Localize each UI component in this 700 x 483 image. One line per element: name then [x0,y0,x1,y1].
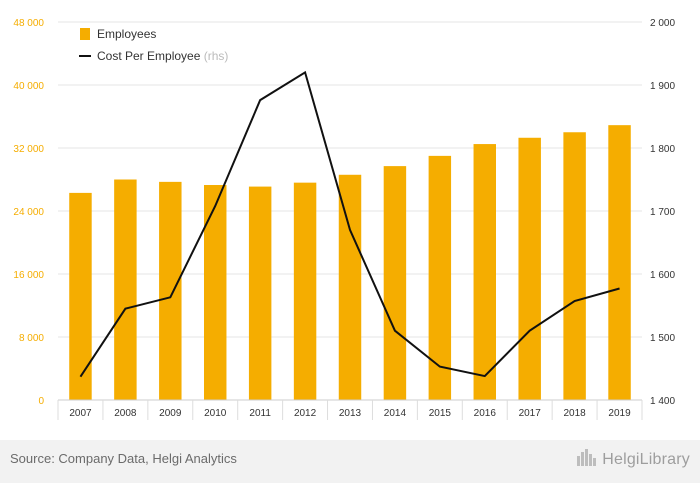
y-right-tick-label: 1 700 [650,207,675,218]
line-cost-per-employee [79,70,620,378]
x-tick-label: 2007 [69,408,92,419]
y-left-tick-label: 0 [38,396,44,407]
bar-employees [518,137,541,400]
bar-employees [383,166,407,400]
x-tick-label: 2016 [474,408,497,419]
legend-swatch-employees [80,28,90,40]
y-right-tick-label: 1 800 [650,144,675,155]
x-tick-label: 2013 [339,408,362,419]
bar-employees [159,181,182,400]
y-left-tick-label: 8 000 [19,333,44,344]
y-left-tick-label: 24 000 [13,207,44,218]
brand-logo[interactable]: HelgiLibrary [576,448,690,471]
x-tick-label: 2008 [114,408,137,419]
bar-employees [563,132,586,400]
brand-name: HelgiLibrary [602,450,690,468]
y-right-tick-label: 1 400 [650,396,675,407]
bar-employees [338,174,362,400]
x-tick-label: 2018 [563,408,586,419]
legend-series-name: Cost Per Employee [97,49,204,63]
y-left-tick-label: 40 000 [13,81,44,92]
x-tick-label: 2012 [294,408,317,419]
bar-employees [114,179,137,400]
y-right-tick-label: 1 500 [650,333,675,344]
x-tick-label: 2014 [384,408,407,419]
bar-employees [428,155,452,400]
legend-label-cost: Cost Per Employee (rhs) [97,49,228,63]
bar-employees [69,192,92,400]
y-left-tick-label: 32 000 [13,144,44,155]
source-note: Source: Company Data, Helgi Analytics [10,451,237,466]
bar-employees [293,182,317,400]
bar-employees [248,186,272,400]
y-right-tick-label: 1 600 [650,270,675,281]
x-tick-label: 2015 [429,408,452,419]
combo-chart: 0 8 000 16 000 24 000 32 000 40 000 48 000 1 40… [13,18,675,420]
x-tick-label: 2010 [204,408,227,419]
legend-label-employees: Employees [97,27,156,41]
y-right-tick-label: 2 000 [650,18,675,29]
x-tick-label: 2009 [159,408,182,419]
legend-axis-note: (rhs) [204,49,229,63]
y-left-tick-label: 48 000 [13,18,44,29]
city-skyline-icon [576,448,598,471]
x-tick-label: 2017 [519,408,542,419]
y-left-tick-label: 16 000 [13,270,44,281]
bar-employees [473,144,496,400]
y-right-tick-label: 1 900 [650,81,675,92]
bar-employees [608,125,631,400]
x-tick-label: 2019 [608,408,631,419]
x-tick-label: 2011 [249,408,271,419]
bar-employees [204,185,227,400]
